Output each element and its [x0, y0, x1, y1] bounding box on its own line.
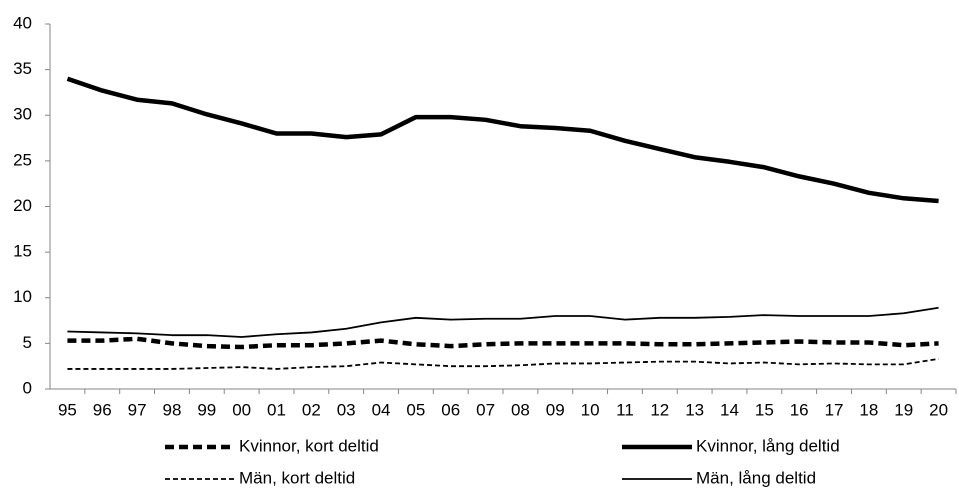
- y-tick-label: 20: [13, 196, 32, 215]
- y-tick-label: 25: [13, 150, 32, 169]
- y-tick-label: 40: [13, 13, 32, 32]
- series-line: [67, 357, 939, 370]
- x-tick-label: 09: [546, 400, 565, 419]
- x-tick-label: 02: [302, 400, 321, 419]
- x-tick-label: 05: [406, 400, 425, 419]
- x-tick-label: 16: [790, 400, 809, 419]
- y-tick-label: 10: [13, 287, 32, 306]
- x-tick-label: 08: [511, 400, 530, 419]
- x-tick-label: 06: [441, 400, 460, 419]
- y-tick-label: 35: [13, 59, 32, 78]
- x-tick-label: 11: [616, 400, 634, 419]
- y-tick-label: 15: [13, 242, 32, 261]
- x-tick-label: 13: [685, 400, 704, 419]
- series-line: [67, 306, 939, 338]
- legend-label: Kvinnor, kort deltid: [239, 436, 379, 455]
- legend-label: Män, lång deltid: [696, 468, 816, 487]
- x-tick-label: 04: [372, 400, 391, 419]
- x-tick-label: 03: [337, 400, 356, 419]
- x-tick-label: 98: [163, 400, 182, 419]
- y-tick-label: 30: [13, 105, 32, 124]
- series-line: [67, 336, 939, 350]
- x-tick-label: 18: [859, 400, 878, 419]
- x-tick-label: 12: [650, 400, 669, 419]
- x-tick-label: 97: [128, 400, 147, 419]
- legend-label: Kvinnor, lång deltid: [696, 436, 840, 455]
- x-tick-label: 10: [581, 400, 600, 419]
- y-tick-label: 0: [23, 378, 32, 397]
- x-tick-label: 00: [232, 400, 251, 419]
- x-tick-label: 01: [267, 400, 286, 419]
- x-tick-label: 17: [825, 400, 844, 419]
- series-line: [66, 76, 939, 204]
- x-tick-label: 99: [197, 400, 216, 419]
- x-tick-label: 07: [476, 400, 495, 419]
- x-tick-label: 19: [894, 400, 913, 419]
- x-tick-label: 14: [720, 400, 739, 419]
- x-tick-label: 15: [755, 400, 774, 419]
- x-tick-label: 20: [929, 400, 948, 419]
- legend-label: Män, kort deltid: [239, 468, 355, 487]
- x-tick-label: 95: [58, 400, 77, 419]
- x-tick-label: 96: [93, 400, 112, 419]
- y-tick-label: 5: [23, 333, 32, 352]
